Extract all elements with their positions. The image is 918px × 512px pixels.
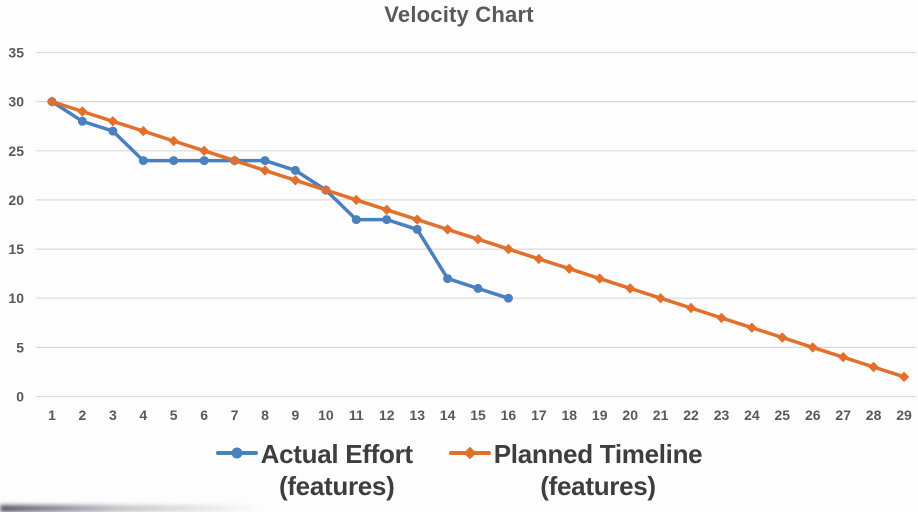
x-tick-label: 11 (349, 407, 364, 423)
x-tick-label: 24 (744, 407, 760, 423)
y-tick-label: 25 (8, 143, 24, 159)
actual-effort-features-point (138, 156, 148, 166)
x-tick-label: 8 (261, 407, 269, 423)
actual-effort-features-point (199, 156, 209, 166)
x-tick-label: 13 (409, 407, 425, 423)
planned-timeline-features-point (77, 106, 88, 117)
actual-effort-features-line (50, 99, 511, 300)
x-tick-label: 17 (531, 407, 547, 423)
x-tick-label: 6 (200, 407, 208, 423)
planned-timeline-features-point (594, 273, 605, 284)
x-tick-label: 29 (896, 407, 912, 423)
y-tick-label: 15 (8, 241, 24, 257)
legend-label-line1: Planned Timeline (493, 439, 703, 469)
y-tick-label: 20 (8, 192, 24, 208)
legend-label-line2: (features) (540, 471, 656, 501)
x-tick-label: 14 (440, 407, 456, 423)
planned-timeline-features-point (655, 293, 666, 304)
planned-timeline-features-point (716, 312, 727, 324)
planned-timeline-features-point (533, 253, 545, 265)
x-tick-label: 27 (835, 407, 851, 423)
planned-timeline-features-point (46, 96, 58, 107)
legend-label-line2: (features) (278, 471, 395, 501)
planned-timeline-features-point (351, 194, 362, 206)
actual-effort-features-point (443, 274, 453, 284)
x-tick-label: 9 (292, 407, 300, 423)
planned-timeline-features-point (777, 332, 788, 343)
actual-effort-features-point (169, 156, 179, 166)
actual-effort-features-point (290, 165, 300, 175)
x-tick-label: 7 (231, 407, 239, 423)
planned-timeline-features-point (503, 243, 514, 255)
x-tick-label: 15 (470, 407, 486, 423)
planned-timeline-features-point (685, 302, 697, 314)
planned-timeline-features-point (229, 155, 240, 166)
y-tick-label: 0 (16, 389, 24, 405)
x-tick-label: 18 (562, 407, 578, 423)
bottom-left-video-artifact (0, 505, 260, 512)
planned-timeline-features-point (259, 165, 271, 176)
x-tick-label: 21 (653, 407, 669, 423)
planned-timeline-features-point (320, 184, 332, 196)
planned-timeline-legend-line-icon (448, 446, 491, 460)
x-tick-label: 1 (48, 407, 56, 423)
actual-effort-features-point (412, 224, 422, 234)
planned-timeline-features-point (807, 342, 818, 353)
x-tick-label: 2 (79, 407, 87, 423)
x-tick-label: 12 (379, 407, 395, 423)
actual-effort-legend-label: Actual Effort (features) (261, 438, 413, 502)
planned-timeline-features-point (898, 371, 910, 382)
chart-legend: Actual Effort (features) Planned Timelin… (0, 438, 918, 502)
actual-effort-features-point (382, 215, 392, 225)
x-tick-label: 26 (805, 407, 821, 423)
x-tick-label: 25 (775, 407, 791, 423)
y-tick-label: 10 (8, 290, 24, 306)
planned-timeline-features-point (107, 116, 119, 127)
planned-timeline-features-point (138, 125, 149, 137)
planned-timeline-features-point (381, 204, 392, 215)
planned-timeline-features-point (564, 263, 575, 274)
x-tick-label: 23 (714, 407, 730, 423)
planned-timeline-features-point (199, 145, 210, 156)
actual-effort-features-point (77, 116, 87, 126)
planned-timeline-features-point (838, 352, 849, 363)
y-tick-label: 30 (8, 94, 24, 110)
legend-entry-actual-effort: Actual Effort (features) (215, 438, 413, 502)
x-tick-label: 3 (109, 407, 117, 423)
planned-timeline-features-point (412, 214, 423, 225)
x-tick-label: 5 (170, 407, 178, 423)
planned-timeline-features-point (168, 135, 179, 147)
diamond-marker-icon (463, 446, 477, 460)
actual-effort-features-point (260, 156, 270, 166)
x-tick-label: 10 (318, 407, 334, 423)
legend-entry-planned-timeline: Planned Timeline (features) (448, 438, 703, 502)
planned-timeline-legend-label: Planned Timeline (features) (494, 438, 703, 502)
x-tick-label: 19 (592, 407, 608, 423)
x-tick-label: 28 (866, 407, 882, 423)
circle-marker-icon (231, 447, 243, 459)
actual-effort-features-point (351, 215, 361, 225)
x-tick-label: 20 (622, 407, 638, 423)
actual-effort-features-point (108, 126, 118, 136)
planned-timeline-features-point (625, 283, 636, 294)
y-tick-label: 35 (8, 45, 24, 61)
y-tick-label: 5 (16, 339, 24, 355)
chart-title: Velocity Chart (384, 2, 534, 27)
actual-effort-legend-line-icon (215, 447, 258, 459)
planned-timeline-features-point (868, 361, 879, 373)
actual-effort-features-point (503, 293, 513, 303)
x-tick-label: 22 (683, 407, 699, 423)
x-tick-label: 4 (139, 407, 147, 423)
planned-timeline-features-point (472, 234, 484, 245)
x-tick-label: 16 (501, 407, 517, 423)
planned-timeline-features-point (442, 224, 453, 235)
planned-timeline-features-point (746, 322, 758, 333)
legend-label-line1: Actual Effort (260, 439, 413, 469)
planned-timeline-features-point (290, 175, 301, 186)
actual-effort-features-point (473, 283, 483, 293)
